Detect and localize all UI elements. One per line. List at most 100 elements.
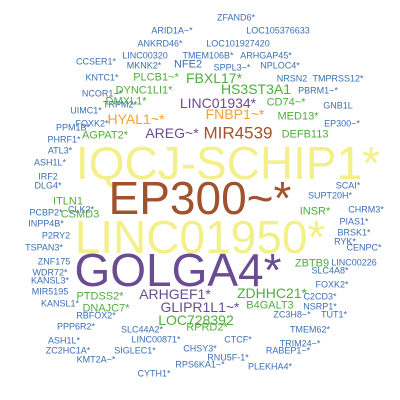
word-9: MKNK2* bbox=[126, 60, 162, 71]
word-11: SPPL3~* bbox=[213, 62, 251, 73]
word-45: SCAI* bbox=[335, 180, 361, 191]
word-22: TRPM2* bbox=[102, 99, 138, 110]
word-95: KMT2A~* bbox=[76, 354, 116, 365]
word-55: BRSK1* bbox=[337, 227, 371, 238]
word-44: EP300~* bbox=[108, 172, 292, 224]
word-19: DYNC1LI1* bbox=[115, 84, 173, 97]
word-41: IQCJ-SCHIP1* bbox=[75, 137, 381, 189]
word-89: CTCF* bbox=[224, 334, 252, 345]
word-12: NPLOC4* bbox=[260, 60, 300, 71]
word-75: NSRP1* bbox=[303, 301, 337, 312]
word-53: PIAS1* bbox=[339, 216, 369, 227]
word-85: RPRD2* bbox=[186, 321, 228, 334]
word-10: NFE2 bbox=[173, 58, 203, 71]
word-40: ASH1L* bbox=[33, 157, 67, 168]
word-1: ARID1A~* bbox=[151, 25, 193, 36]
word-37: DEFB113 bbox=[281, 128, 329, 141]
word-15: FBXL17* bbox=[185, 70, 243, 86]
word-80: TUT1* bbox=[320, 309, 348, 320]
word-68: FOXK2* bbox=[315, 279, 349, 290]
word-88: LINC00871* bbox=[131, 334, 181, 345]
word-71: ZDHHC21* bbox=[236, 285, 308, 301]
word-46: ITLN1 bbox=[53, 195, 83, 208]
word-72: C2CD3* bbox=[303, 291, 337, 302]
word-77: DNAJC7* bbox=[82, 302, 130, 315]
word-54: INPP4B* bbox=[28, 218, 64, 229]
word-36: MIR4539 bbox=[203, 123, 273, 143]
word-34: AGPAT2* bbox=[81, 129, 129, 142]
word-48: CSMD3 bbox=[60, 208, 100, 221]
word-62: ZBTB9 bbox=[294, 257, 330, 270]
word-56: LINC01950* bbox=[74, 211, 326, 263]
word-69: MIR5195 bbox=[31, 286, 69, 297]
word-61: ZNF175 bbox=[37, 256, 71, 267]
word-4: LOC101927420 bbox=[206, 38, 270, 49]
word-63: LINC00226 bbox=[331, 257, 377, 268]
word-93: CHSY3* bbox=[183, 343, 217, 354]
word-60: CENPC* bbox=[346, 242, 382, 253]
word-47: SUPT20H* bbox=[307, 190, 353, 201]
word-31: MED13* bbox=[277, 110, 319, 123]
word-97: RPS6KA1~* bbox=[175, 359, 225, 370]
word-43: DLG4* bbox=[34, 180, 62, 191]
word-66: SLC4A8* bbox=[311, 265, 349, 276]
word-98: PLEKHA4* bbox=[247, 361, 293, 372]
word-27: CD74~* bbox=[266, 96, 306, 109]
word-30: FNBP1~* bbox=[205, 106, 265, 122]
word-67: KANSL3* bbox=[30, 275, 70, 286]
word-86: TMEM62* bbox=[289, 324, 331, 335]
word-64: WDR72* bbox=[32, 267, 68, 278]
word-59: TSPAN3* bbox=[25, 242, 63, 253]
word-0: ZFAND6* bbox=[216, 12, 256, 23]
word-78: GLIPR1L1~* bbox=[160, 299, 240, 315]
word-7: ARHGAP45* bbox=[240, 50, 292, 61]
word-50: CHRM3* bbox=[348, 204, 384, 215]
word-70: ARHGEF1* bbox=[139, 286, 211, 302]
word-83: PPP6R2* bbox=[56, 321, 96, 332]
word-18: NCOR1~* bbox=[81, 88, 123, 99]
word-82: LOC728392 bbox=[158, 312, 234, 328]
word-96: RNU5F-1* bbox=[207, 352, 249, 363]
word-74: B4GALT3 bbox=[246, 299, 294, 312]
word-13: KNTC1* bbox=[85, 72, 119, 83]
word-5: LINC00320 bbox=[122, 50, 168, 61]
word-29: HYAL1~* bbox=[107, 111, 165, 127]
word-65: GOLGA4* bbox=[74, 244, 282, 296]
word-84: SLC44A2* bbox=[120, 324, 164, 335]
word-91: ZC2HC1A* bbox=[45, 345, 91, 356]
word-38: PHRF1* bbox=[47, 134, 81, 145]
word-42: IRF2 bbox=[38, 171, 58, 182]
word-17: TMPRSS12* bbox=[312, 73, 364, 84]
word-32: EP300~* bbox=[324, 118, 360, 129]
word-21: PBRM1~* bbox=[298, 85, 338, 96]
word-2: LOC105376633 bbox=[246, 25, 310, 36]
word-24: UIMC1* bbox=[70, 105, 102, 116]
word-23: GNB1L bbox=[323, 100, 353, 111]
word-73: PTDSS2* bbox=[76, 290, 124, 303]
word-35: AREG~* bbox=[145, 125, 199, 141]
word-33: PPM1B* bbox=[55, 122, 91, 133]
word-79: ZC3H8~* bbox=[273, 309, 311, 320]
word-52: CLK2* bbox=[67, 204, 95, 215]
word-26: LINC01934* bbox=[179, 95, 257, 111]
word-58: RYK* bbox=[334, 236, 356, 247]
word-20: HS3ST3A1 bbox=[220, 81, 292, 97]
word-99: CYTH1* bbox=[137, 368, 171, 379]
word-81: RBFOX2* bbox=[76, 310, 116, 321]
word-76: KANSL1* bbox=[40, 298, 80, 309]
word-3: ANKRD46* bbox=[137, 38, 183, 49]
word-25: DMXL1* bbox=[105, 95, 147, 108]
word-28: FOXK2* bbox=[75, 118, 109, 129]
word-57: P2RY2 bbox=[41, 230, 71, 241]
word-51: PCBP2* bbox=[29, 207, 63, 218]
word-92: SIGLEC1* bbox=[114, 345, 156, 356]
word-87: ASH1L* bbox=[47, 335, 81, 346]
word-6: TMEM106B* bbox=[182, 50, 234, 61]
word-90: TRIM24~* bbox=[279, 338, 321, 349]
word-16: NRSN2 bbox=[276, 73, 308, 84]
word-39: ATL3* bbox=[47, 145, 73, 156]
word-14: PLCB1~* bbox=[133, 71, 179, 84]
word-94: RABEP1~* bbox=[265, 345, 311, 356]
word-8: CCSER1* bbox=[75, 56, 117, 67]
